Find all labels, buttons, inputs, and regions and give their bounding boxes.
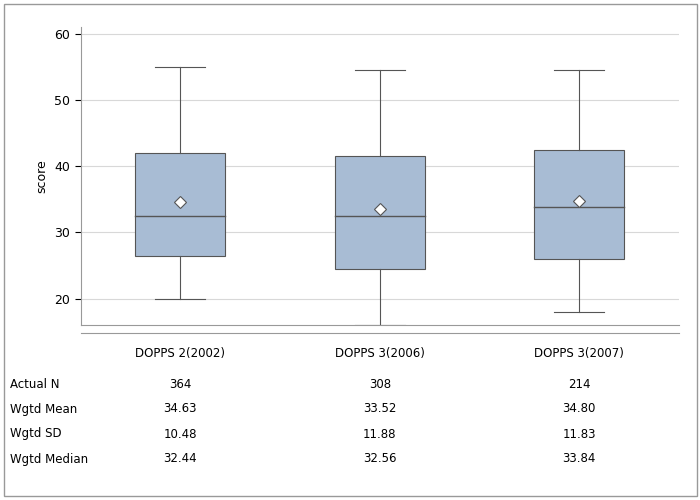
Text: 34.63: 34.63: [164, 402, 197, 415]
Text: 214: 214: [568, 378, 591, 390]
Text: 364: 364: [169, 378, 191, 390]
Bar: [335, 156, 425, 269]
Text: 33.52: 33.52: [363, 402, 396, 415]
Text: DOPPS 3(2006): DOPPS 3(2006): [335, 348, 425, 360]
Text: 33.84: 33.84: [563, 452, 596, 466]
Bar: [534, 150, 624, 259]
Text: Actual N: Actual N: [10, 378, 60, 390]
Text: 34.80: 34.80: [563, 402, 596, 415]
Text: 32.44: 32.44: [163, 452, 197, 466]
Text: Wgtd Mean: Wgtd Mean: [10, 402, 78, 415]
Y-axis label: score: score: [36, 160, 48, 193]
Bar: [135, 153, 225, 256]
Text: Wgtd SD: Wgtd SD: [10, 428, 62, 440]
Text: DOPPS 3(2007): DOPPS 3(2007): [534, 348, 624, 360]
Text: 10.48: 10.48: [164, 428, 197, 440]
Text: Wgtd Median: Wgtd Median: [10, 452, 89, 466]
Text: 11.88: 11.88: [363, 428, 396, 440]
Text: 32.56: 32.56: [363, 452, 396, 466]
Text: 11.83: 11.83: [563, 428, 596, 440]
Text: 308: 308: [369, 378, 391, 390]
Text: DOPPS 2(2002): DOPPS 2(2002): [135, 348, 225, 360]
